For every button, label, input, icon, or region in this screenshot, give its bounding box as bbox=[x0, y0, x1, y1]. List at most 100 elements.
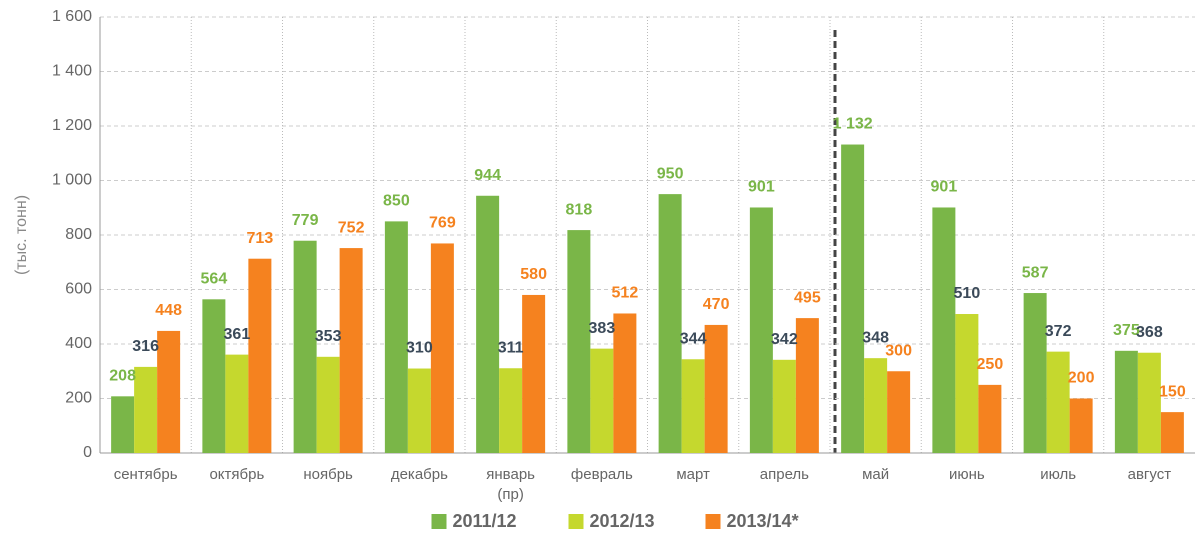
bar bbox=[157, 330, 181, 453]
bar bbox=[590, 348, 614, 453]
bar bbox=[704, 324, 728, 453]
bar bbox=[407, 368, 431, 453]
value-label: 383 bbox=[589, 320, 616, 337]
value-label: 1 132 bbox=[833, 116, 873, 133]
x-tick-label: май bbox=[862, 466, 890, 483]
bar bbox=[293, 240, 317, 453]
bar bbox=[1046, 351, 1070, 453]
bar bbox=[384, 221, 408, 453]
value-label: 250 bbox=[977, 356, 1004, 373]
value-label: 850 bbox=[383, 193, 410, 210]
bar bbox=[522, 294, 546, 453]
y-tick-label: 1 200 bbox=[52, 117, 92, 134]
bar bbox=[1137, 352, 1161, 453]
value-label: 300 bbox=[885, 342, 912, 359]
y-axis-label: (тыс. тонн) bbox=[13, 195, 30, 275]
y-tick-label: 400 bbox=[65, 335, 92, 352]
x-tick-label: апрель bbox=[759, 466, 809, 483]
x-tick-label: декабрь bbox=[390, 466, 448, 483]
value-label: 361 bbox=[224, 326, 251, 343]
legend-swatch bbox=[705, 514, 721, 529]
value-label: 779 bbox=[292, 212, 319, 229]
value-label: 901 bbox=[748, 179, 775, 196]
bar bbox=[932, 207, 956, 453]
x-tick-label: февраль bbox=[570, 466, 633, 483]
legend-label: 2012/13 bbox=[590, 511, 655, 531]
bar bbox=[658, 194, 682, 453]
bar bbox=[202, 299, 226, 453]
bar bbox=[887, 371, 911, 453]
bar bbox=[316, 356, 340, 453]
value-label: 950 bbox=[657, 165, 684, 182]
value-label: 311 bbox=[498, 339, 524, 356]
value-label: 587 bbox=[1022, 264, 1049, 281]
bar bbox=[795, 318, 819, 453]
y-tick-label: 1 000 bbox=[52, 172, 92, 189]
bar bbox=[1114, 350, 1138, 453]
value-label: 316 bbox=[132, 338, 159, 355]
value-label: 769 bbox=[429, 215, 456, 232]
x-tick-label: июль bbox=[1040, 466, 1077, 483]
value-label: 310 bbox=[406, 340, 433, 357]
bar bbox=[567, 230, 591, 453]
y-tick-label: 1 400 bbox=[52, 63, 92, 80]
x-tick-label: сентябрь bbox=[113, 466, 178, 483]
value-label: 495 bbox=[794, 289, 821, 306]
value-label: 448 bbox=[155, 302, 182, 319]
bar bbox=[681, 359, 705, 453]
y-tick-label: 600 bbox=[65, 281, 92, 298]
value-label: 713 bbox=[247, 230, 274, 247]
bar bbox=[978, 384, 1002, 453]
bar bbox=[248, 258, 272, 453]
x-tick-label: январь (пр) bbox=[486, 466, 535, 503]
bar bbox=[1023, 293, 1047, 453]
bar bbox=[339, 248, 363, 453]
value-label: 353 bbox=[315, 328, 342, 345]
bar bbox=[476, 195, 500, 453]
value-label: 510 bbox=[954, 285, 981, 302]
bar bbox=[1069, 398, 1093, 453]
y-tick-label: 200 bbox=[65, 390, 92, 407]
bar bbox=[225, 354, 249, 453]
value-label: 342 bbox=[771, 331, 798, 348]
value-label: 344 bbox=[680, 330, 707, 347]
value-label: 348 bbox=[862, 329, 889, 346]
bar bbox=[772, 359, 796, 453]
legend-label: 2011/12 bbox=[453, 511, 517, 531]
value-label: 564 bbox=[201, 271, 228, 288]
y-tick-label: 0 bbox=[83, 444, 92, 461]
bar bbox=[955, 314, 979, 453]
value-label: 512 bbox=[612, 285, 639, 302]
y-tick-label: 800 bbox=[65, 226, 92, 243]
bar bbox=[430, 243, 454, 453]
value-label: 150 bbox=[1159, 383, 1186, 400]
y-tick-label: 1 600 bbox=[52, 8, 92, 25]
value-label: 208 bbox=[109, 368, 136, 385]
bar bbox=[841, 144, 865, 453]
bar bbox=[1160, 412, 1184, 453]
bar bbox=[499, 368, 523, 453]
x-tick-label: октябрь bbox=[209, 466, 265, 483]
bar bbox=[864, 358, 888, 453]
value-label: 470 bbox=[703, 296, 730, 313]
value-label: 752 bbox=[338, 219, 365, 236]
x-tick-label: ноябрь bbox=[303, 466, 353, 483]
bar bbox=[613, 313, 637, 453]
legend-swatch bbox=[568, 514, 584, 529]
value-label: 818 bbox=[566, 201, 593, 218]
value-label: 372 bbox=[1045, 323, 1072, 340]
x-tick-label: март bbox=[676, 466, 710, 483]
legend-swatch bbox=[431, 514, 447, 529]
bar bbox=[749, 207, 773, 453]
value-label: 580 bbox=[520, 266, 547, 283]
legend-label: 2013/14* bbox=[727, 511, 799, 531]
x-tick-label: июнь bbox=[949, 466, 985, 483]
bar bbox=[111, 396, 135, 453]
bar bbox=[134, 366, 158, 453]
value-label: 375 bbox=[1113, 322, 1140, 339]
value-label: 944 bbox=[474, 167, 501, 184]
value-label: 901 bbox=[931, 179, 958, 196]
value-label: 200 bbox=[1068, 370, 1095, 387]
